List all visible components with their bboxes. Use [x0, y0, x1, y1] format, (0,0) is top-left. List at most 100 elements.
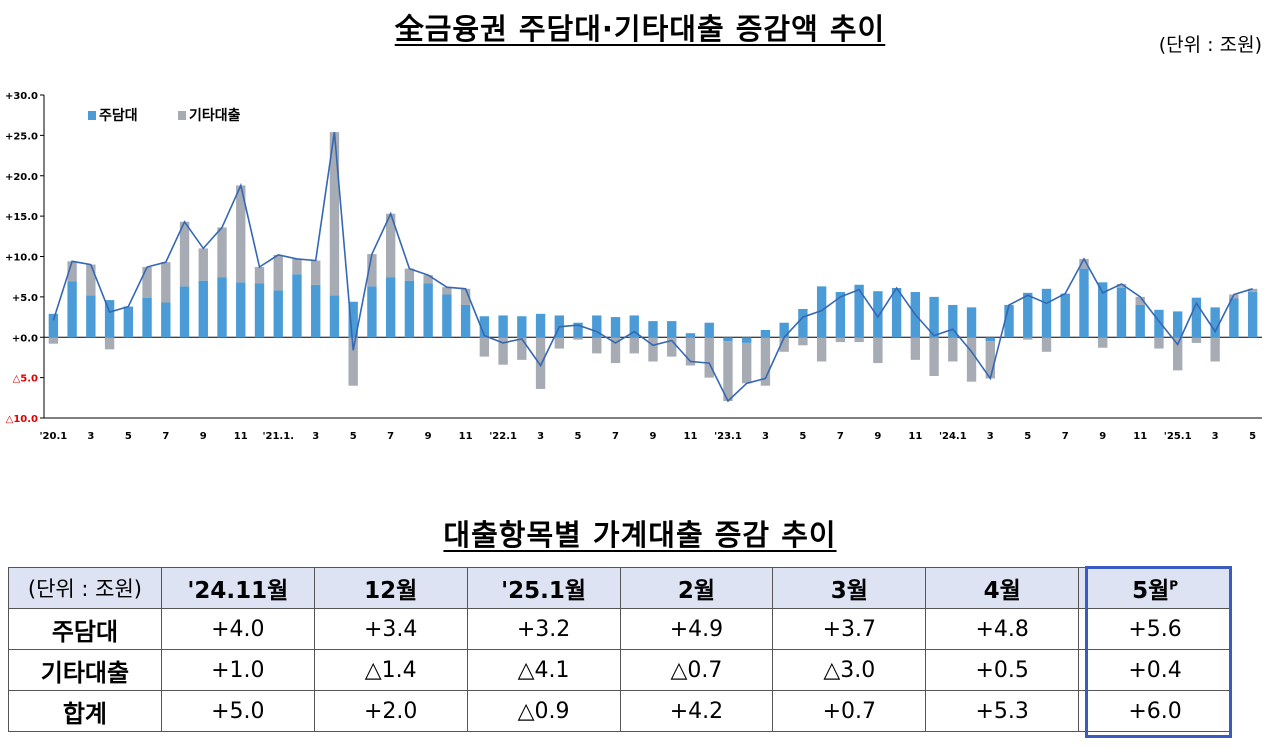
column-header-latest: 5월P [1078, 567, 1232, 609]
row-label: 주담대 [8, 608, 162, 650]
bar-mortgage [1060, 293, 1070, 338]
bar-other [854, 337, 864, 343]
bar-other [423, 275, 433, 284]
bar-mortgage [704, 322, 714, 338]
bar-mortgage [1023, 292, 1033, 338]
y-tick-label: +0.0 [12, 333, 38, 344]
bar-other [648, 337, 658, 362]
y-tick-label: +25.0 [5, 131, 38, 142]
column-header: '25.1월 [466, 567, 621, 609]
bar-other [236, 185, 246, 283]
chart-area: +30.0 +25.0 +20.0 +15.0 +10.0 +5.0 +0.0 △5.0 △10… [5, 91, 1262, 442]
x-tick-label: 3 [87, 431, 94, 442]
table-cell: +5.0 [160, 690, 315, 732]
bar-mortgage [648, 321, 658, 338]
bar-other [816, 337, 827, 362]
bar-other [404, 268, 415, 281]
table-row-total: 합계 +5.0 +2.0 △0.9 +4.2 +0.7 +5.3 +6.0 [8, 690, 1232, 732]
x-tick-label: 5 [350, 431, 357, 442]
bar-mortgage [104, 300, 115, 338]
bar-other [798, 337, 808, 346]
table-title: 대출항목별 가계대출 증감 추이 [443, 518, 837, 552]
table-cell: +0.4 [1078, 649, 1232, 691]
x-tick-label: 5 [125, 431, 132, 442]
x-tick-label: 7 [837, 431, 844, 442]
bar-mortgage [573, 322, 583, 338]
x-tick-label: 3 [312, 431, 319, 442]
bar-mortgage [1210, 307, 1220, 338]
bar-other [592, 337, 602, 354]
x-tick-label: '23.1 [714, 431, 742, 442]
bar-mortgage [610, 317, 621, 338]
y-tick-label: +20.0 [5, 172, 38, 183]
table-cell: △1.4 [313, 649, 468, 691]
table-cell: +5.3 [925, 690, 1080, 732]
bar-mortgage [723, 337, 733, 342]
table-cell: +4.2 [619, 690, 774, 732]
table-cell: +4.8 [925, 608, 1080, 650]
bar-mortgage [367, 286, 377, 338]
x-tick-label: 3 [987, 431, 994, 442]
x-tick-label: 3 [762, 431, 769, 442]
bar-other [779, 337, 789, 352]
x-tick-label: 7 [162, 431, 169, 442]
y-tick-label: △10.0 [6, 414, 38, 425]
bar-mortgage [929, 296, 939, 338]
row-label: 합계 [8, 690, 162, 732]
bar-other [367, 254, 377, 287]
bar-mortgage [816, 286, 827, 338]
table-cell: +0.7 [772, 690, 927, 732]
bar-mortgage [348, 301, 358, 338]
bar-mortgage [798, 308, 808, 338]
x-tick-label: '20.1 [40, 431, 68, 442]
table-cell: +4.9 [619, 608, 774, 650]
bar-other [1229, 294, 1239, 299]
y-tick-label: +15.0 [5, 212, 38, 223]
bar-mortgage [198, 280, 208, 338]
table-cell: +5.6 [1078, 608, 1232, 650]
bar-other [179, 221, 190, 287]
x-tick-label: '21.1. [262, 431, 294, 442]
x-tick-label: 9 [1099, 431, 1106, 442]
bar-mortgage [835, 292, 846, 338]
bar-other [835, 337, 846, 343]
bar-other [760, 337, 771, 386]
x-tick-label: 11 [234, 431, 248, 442]
bar-other [142, 266, 152, 298]
legend-swatch-other [178, 111, 186, 120]
bar-other [873, 337, 883, 364]
table-cell: +0.5 [925, 649, 1080, 691]
bar-other [517, 337, 527, 360]
bar-other [985, 341, 995, 379]
bar-mortgage [592, 315, 602, 338]
bar-other [742, 342, 752, 384]
bar-mortgage [460, 304, 471, 338]
legend-label-other: 기타대출 [189, 107, 241, 124]
bar-other [198, 248, 208, 281]
total-line [52, 131, 1253, 403]
bar-mortgage [1229, 298, 1239, 338]
bar-other [161, 262, 171, 303]
x-tick-label: '24.1 [939, 431, 967, 442]
bar-mortgage [1004, 304, 1014, 338]
table-cell: △0.9 [466, 690, 621, 732]
bar-other [442, 287, 452, 295]
bar-mortgage [629, 315, 639, 338]
bar-other [498, 337, 508, 365]
table-cell: △3.0 [772, 649, 927, 691]
bar-mortgage [442, 294, 452, 338]
bar-mortgage [1247, 292, 1258, 338]
bar-other [966, 337, 977, 382]
preliminary-mark: P [1169, 578, 1179, 593]
x-tick-label: 7 [1062, 431, 1069, 442]
bar-other [311, 260, 321, 285]
bar-mortgage [667, 321, 677, 338]
y-tick-label: +10.0 [5, 253, 38, 264]
column-header: 2월 [619, 567, 774, 609]
bar-mortgage [517, 316, 527, 338]
bar-mortgage [179, 286, 190, 338]
bar-other [1135, 296, 1145, 305]
x-tick-label: 7 [612, 431, 619, 442]
bar-mortgage [329, 295, 340, 338]
bar-mortgage [498, 315, 508, 338]
